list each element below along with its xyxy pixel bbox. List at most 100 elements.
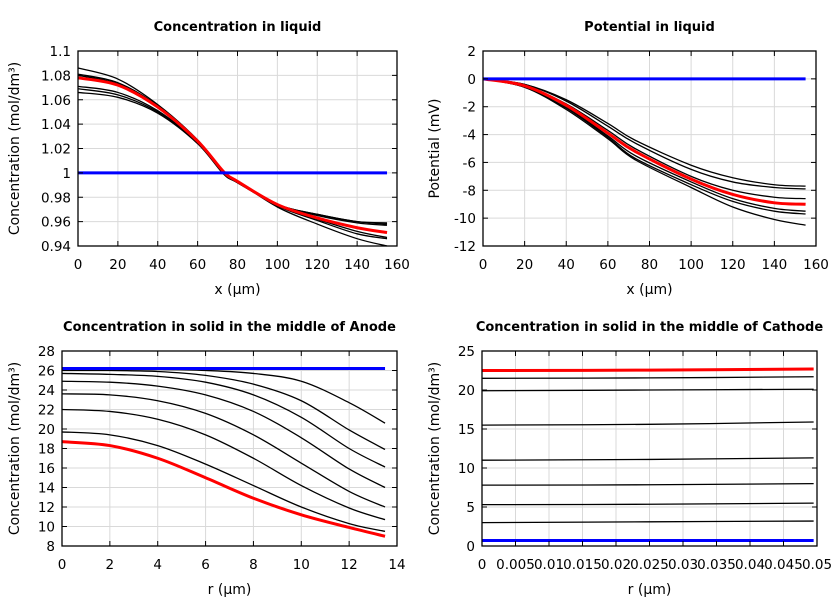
y-tick-label: 5 [466,500,475,516]
y-tick-label: 1.06 [41,93,71,109]
x-tick-label: 160 [803,257,829,273]
series-line-black [61,431,386,533]
y-tick-label: 28 [38,344,55,360]
y-tick-label: 15 [458,422,475,438]
x-axis-label: r (µm) [208,582,252,598]
series-line-black [61,369,386,451]
y-tick-label: 1.08 [41,68,71,84]
y-tick-label: 0.98 [41,190,71,206]
x-tick-label: 100 [678,257,704,273]
x-tick-label: 0.01 [534,557,564,573]
y-tick-label: 25 [458,344,475,360]
y-axis-label: Concentration (mol/dm³) [427,362,443,535]
series-line-red [482,77,806,206]
y-axis-label: Potential (mV) [427,99,443,199]
series-line-black [481,502,814,506]
x-tick-label: 120 [720,257,746,273]
x-tick-label: 20 [516,257,533,273]
x-tick-label: 6 [201,557,210,573]
subplot-1: 0 20 40 60 80 100 120 140 160 0.94 0.96 0.98 1 1.02 1.… [7,20,410,298]
y-tick-label: 2 [467,44,476,60]
series-line-black [482,78,806,226]
x-tick-label: 0.05 [802,557,832,573]
x-tick-label: 40 [558,257,575,273]
series-line-black [482,78,806,190]
y-tick-label: 8 [46,539,55,555]
x-tick-label: 0 [74,257,83,273]
subplot-3: 0 2 4 6 8 10 12 14810121416182022242628Concentr… [7,320,406,598]
subplot-2: 0 20 40 60 80 100 120 140 160 -12 -10 -8 -6 -4 -2 0 2 Pot… [427,20,829,298]
series-line-red [77,76,388,235]
x-axis-label: r (µm) [628,582,672,598]
x-tick-label: 60 [189,257,206,273]
y-tick-label: 20 [458,383,475,399]
chart-title: Concentration in liquid [154,20,322,35]
x-tick-label: 0 [478,557,487,573]
x-tick-label: 80 [641,257,658,273]
x-tick-label: 2 [106,557,115,573]
series-line-black [482,78,806,200]
chart-title: Concentration in solid in the middle of … [476,320,824,335]
y-tick-label: 22 [38,403,55,419]
series-line-black [481,421,814,426]
series-line-black [481,376,814,379]
subplot-4: 0 0.005 0.01 0.015 0.02 0.025 0.03 0.035 0.04 0.0… [427,320,832,598]
y-tick-label: 0.94 [41,239,71,255]
series-line-black [482,78,806,187]
series-line-black [61,393,386,508]
y-tick-label: 14 [38,481,55,497]
series-line-black [77,91,388,224]
x-tick-label: 0.015 [563,557,602,573]
series-line-black [61,372,386,468]
x-tick-label: 0.005 [496,557,535,573]
x-tick-label: 40 [149,257,166,273]
y-tick-label: 26 [38,364,55,380]
x-tick-label: 0 [479,257,488,273]
series-line-red [61,440,386,538]
chart-title: Potential in liquid [584,20,715,35]
y-tick-label: -4 [463,128,476,144]
x-tick-label: 0.02 [601,557,631,573]
y-tick-label: 0 [466,539,475,555]
x-tick-label: 14 [388,557,405,573]
x-tick-label: 0 [58,557,67,573]
chart-title: Concentration in solid in the middle of … [63,320,396,335]
x-tick-label: 12 [341,557,358,573]
y-axis-label: Concentration (mol/dm³) [7,62,23,235]
y-tick-label: 18 [38,442,55,458]
x-tick-label: 120 [304,257,330,273]
y-tick-label: 24 [38,383,55,399]
y-tick-label: -6 [463,155,476,171]
y-tick-label: -12 [454,239,476,255]
y-tick-label: -2 [463,100,476,116]
series-line-red [481,367,814,372]
y-tick-label: 16 [38,461,55,477]
x-tick-label: 0.045 [764,557,803,573]
series-line-black [481,457,814,461]
series-line-black [481,388,814,392]
x-tick-label: 20 [109,257,126,273]
y-tick-label: 1.04 [41,117,71,133]
x-tick-label: 140 [761,257,787,273]
series-line-black [61,380,386,489]
x-tick-label: 140 [344,257,370,273]
x-tick-label: 0.035 [697,557,736,573]
y-tick-label: 1.1 [50,44,71,60]
series-line-black [481,520,814,524]
y-tick-label: 0.96 [41,215,71,231]
x-axis-label: x (µm) [626,282,672,298]
x-tick-label: 60 [599,257,616,273]
y-axis-label: Concentration (mol/dm³) [7,362,23,535]
x-tick-label: 160 [384,257,410,273]
x-tick-label: 100 [264,257,290,273]
series-line-black [77,85,388,226]
series-line-black [482,78,806,215]
y-tick-label: 10 [458,461,475,477]
y-tick-label: 1 [62,166,71,182]
x-tick-label: 10 [293,557,310,573]
y-tick-label: 1.02 [41,142,71,158]
x-tick-label: 4 [153,557,162,573]
y-tick-label: 12 [38,500,55,516]
y-tick-label: 10 [38,520,55,536]
